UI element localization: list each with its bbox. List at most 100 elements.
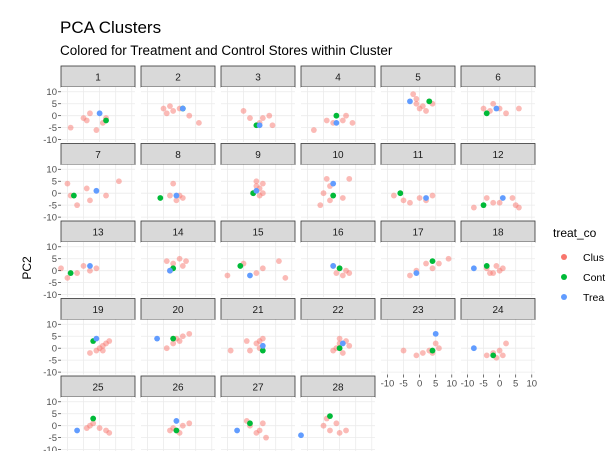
gridlines: [381, 164, 455, 220]
facet-panel-6: 6: [460, 65, 536, 142]
facet-strip-label: 25: [92, 383, 104, 394]
point-cluster: [490, 199, 497, 206]
y-tick-label: 5: [52, 99, 57, 110]
y-tick-label: 5: [52, 332, 57, 343]
point-cluster: [503, 110, 509, 117]
point-cluster: [170, 340, 177, 347]
panel-background: [141, 87, 215, 142]
point-treatment: [470, 265, 477, 272]
point-treatment: [247, 272, 253, 279]
facet-panel-17: 17: [380, 220, 456, 297]
point-cluster: [493, 263, 500, 269]
point-control: [170, 335, 177, 342]
point-control: [103, 117, 109, 124]
y-tick-label: 10: [46, 397, 57, 408]
point-cluster: [96, 425, 103, 431]
facet-strip-label: 9: [255, 150, 261, 161]
chart-subtitle: Colored for Treatment and Control Stores…: [60, 43, 393, 58]
point-control: [429, 258, 436, 265]
point-cluster: [343, 112, 349, 119]
point-cluster: [423, 260, 429, 267]
point-treatment: [256, 122, 263, 129]
gridlines: [141, 87, 215, 142]
chart-title: PCA Clusters: [60, 18, 161, 37]
gridlines: [301, 397, 375, 451]
point-cluster: [429, 192, 436, 199]
facet-strip-label: 23: [412, 305, 424, 316]
point-cluster: [512, 202, 519, 209]
point-cluster: [170, 260, 177, 267]
point-cluster: [170, 108, 177, 114]
legend-title: treat_co: [553, 226, 597, 240]
point-cluster: [407, 272, 413, 279]
x-tick-label: -5: [399, 379, 407, 390]
point-treatment: [423, 195, 429, 201]
point-cluster: [263, 434, 269, 441]
gridlines: [381, 242, 455, 297]
facet-strip-label: 16: [332, 228, 344, 239]
y-tick-label: -10: [43, 135, 57, 146]
point-cluster: [186, 112, 193, 119]
point-cluster: [253, 178, 260, 185]
facet-strip-label: 6: [495, 73, 501, 84]
point-cluster: [74, 202, 80, 209]
facet-panel-23: 23 -10 -5 0 5 10: [381, 298, 457, 390]
point-cluster: [83, 117, 90, 124]
y-tick-label: -5: [49, 355, 57, 366]
point-cluster: [339, 272, 346, 279]
gridlines: [461, 242, 535, 297]
point-control: [480, 202, 487, 209]
point-cluster: [176, 255, 183, 262]
point-cluster: [259, 420, 266, 427]
point-cluster: [436, 345, 442, 352]
point-cluster: [509, 195, 516, 201]
facet-strip-label: 4: [335, 73, 341, 84]
facet-panel-9: 9: [220, 143, 296, 220]
gridlines: [221, 164, 295, 220]
y-tick-label: 0: [52, 343, 57, 354]
panel-background: [461, 87, 535, 142]
point-treatment: [339, 340, 346, 347]
facet-panel-3: 3: [220, 65, 296, 142]
gridlines: [221, 397, 295, 451]
point-cluster: [483, 195, 490, 201]
facet-panel-21: 21: [220, 298, 296, 375]
point-cluster: [259, 265, 266, 272]
gridlines: [61, 242, 135, 297]
y-tick-label: 5: [52, 177, 57, 188]
panel-background: [141, 397, 215, 451]
point-cluster: [327, 197, 333, 204]
point-cluster: [432, 340, 439, 347]
point-cluster: [269, 122, 276, 129]
point-treatment: [167, 267, 173, 274]
facet-strip-label: 28: [332, 383, 344, 394]
point-control: [173, 427, 180, 434]
point-cluster: [163, 258, 170, 265]
panel-background: [221, 87, 295, 142]
point-cluster: [323, 117, 330, 124]
facet-panel-27: 27: [220, 375, 296, 451]
point-cluster: [445, 255, 452, 262]
facet-strip-label: 24: [492, 305, 504, 316]
panel-background: [141, 164, 215, 220]
gridlines: [461, 87, 535, 142]
y-tick-label: 0: [52, 421, 57, 432]
point-cluster: [276, 258, 282, 265]
facet-strip-label: 22: [332, 305, 344, 316]
point-treatment: [407, 98, 413, 105]
y-tick-label: -5: [49, 200, 57, 211]
panel-background: [381, 319, 455, 375]
y-tick-label: -10: [43, 367, 57, 378]
panel-background: [221, 397, 295, 451]
gridlines: [61, 397, 135, 451]
legend-label: Clus: [583, 252, 604, 264]
point-cluster: [179, 333, 186, 340]
facet-strip-label: 20: [172, 305, 184, 316]
point-cluster: [170, 180, 177, 187]
point-control: [330, 192, 337, 199]
point-cluster: [116, 178, 122, 185]
